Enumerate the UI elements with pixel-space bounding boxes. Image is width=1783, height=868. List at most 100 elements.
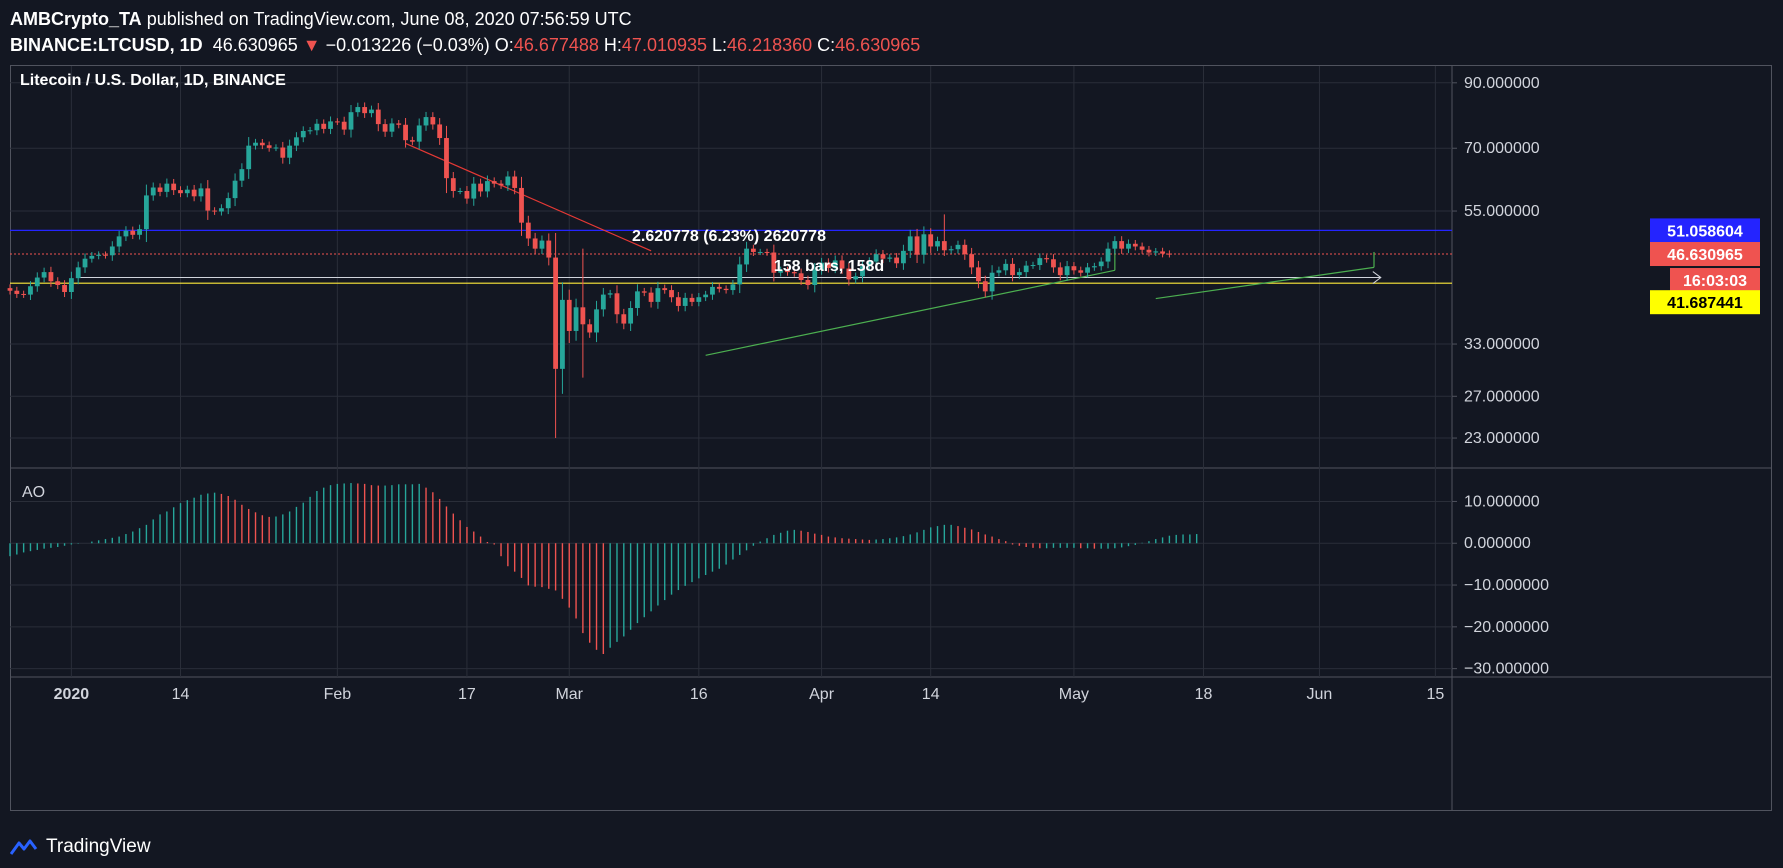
candles [7, 102, 1172, 439]
candle-body-97 [669, 290, 674, 298]
price-tick-label: 70.000000 [1464, 140, 1540, 157]
price-tick-label: 33.000000 [1464, 336, 1540, 353]
candle-body-47 [328, 121, 333, 129]
uptrend-line-1[interactable] [705, 269, 1115, 356]
open-label: O: [494, 35, 514, 55]
candle-body-151 [1037, 258, 1043, 266]
candle-body-40 [280, 147, 286, 158]
candle-body-26 [184, 189, 190, 194]
badge-resistance: 51.058604 [1650, 218, 1760, 243]
candle-body-88 [607, 293, 613, 295]
price-tick-label: 55.000000 [1464, 203, 1540, 220]
candle-body-141 [969, 254, 975, 268]
candle-body-11 [82, 258, 88, 268]
candle-body-73 [505, 176, 511, 186]
candle-body-68 [471, 183, 477, 199]
candle-body-51 [355, 107, 361, 113]
candle-body-19 [137, 229, 142, 235]
candle-body-31 [219, 208, 224, 212]
candle-body-3 [28, 286, 33, 295]
candle-body-52 [362, 107, 368, 114]
candle-body-98 [675, 297, 681, 306]
candle-body-133 [914, 236, 920, 255]
candle-body-30 [212, 210, 217, 212]
candle-body-129 [887, 257, 893, 259]
candle-body-92 [635, 291, 640, 308]
chart-header: AMBCrypto_TA published on TradingView.co… [10, 6, 920, 58]
candle-body-153 [1051, 259, 1056, 268]
candle-body-158 [1085, 267, 1090, 273]
candle-body-28 [198, 188, 204, 197]
candle-body-148 [1016, 272, 1022, 276]
candle-body-15 [109, 246, 115, 256]
candle-body-157 [1078, 270, 1084, 273]
candle-body-105 [723, 288, 729, 291]
candle-body-55 [382, 124, 388, 132]
candle-body-143 [982, 281, 988, 292]
candle-body-0 [7, 288, 13, 291]
candle-body-121 [832, 260, 838, 268]
candle-body-22 [157, 187, 163, 192]
candle-body-14 [103, 254, 108, 256]
candle-body-137 [941, 241, 947, 251]
uptrend-line-2[interactable] [1155, 266, 1375, 300]
pane-title: Litecoin / U.S. Dollar, 1D, BINANCE [20, 72, 286, 89]
candle-body-124 [853, 276, 859, 280]
candle-body-87 [600, 294, 606, 310]
candle-body-76 [525, 222, 531, 239]
badge-support-value: 41.687441 [1667, 295, 1743, 312]
candle-body-58 [403, 124, 408, 141]
candle-body-53 [369, 109, 374, 114]
badge-resistance-value: 51.058604 [1667, 223, 1743, 240]
low-label: L: [712, 35, 728, 55]
candle-body-37 [259, 142, 265, 146]
candle-body-70 [485, 181, 490, 192]
candle-body-1 [14, 290, 20, 294]
candle-body-152 [1044, 258, 1050, 260]
tradingview-brand[interactable]: TradingView [10, 836, 151, 858]
candle-body-139 [955, 244, 961, 250]
candle-body-169 [1160, 251, 1165, 254]
axes: 90.000000 70.000000 55.000000 33.000000 27.0… [54, 75, 1549, 703]
close-label: C: [817, 35, 836, 55]
price-tick-label: 90.000000 [1464, 75, 1540, 92]
candle-body-79 [546, 240, 552, 258]
candle-body-122 [839, 260, 845, 269]
time-tick-label: 15 [1426, 686, 1444, 703]
candle-body-4 [34, 277, 40, 287]
candle-body-136 [935, 241, 940, 247]
candle-body-146 [1003, 263, 1009, 271]
candle-body-126 [866, 261, 872, 267]
candle-body-100 [689, 297, 695, 302]
candle-body-166 [1139, 246, 1145, 250]
candle-body-36 [253, 142, 258, 146]
candle-body-125 [860, 266, 865, 277]
candle-body-80 [553, 257, 558, 369]
candle-body-34 [239, 169, 245, 181]
brand-label: TradingView [46, 836, 151, 857]
candle-body-56 [389, 123, 395, 132]
candle-body-163 [1119, 241, 1125, 249]
ao-tick-label: −20.000000 [1464, 619, 1549, 636]
candle-body-24 [171, 183, 177, 191]
candle-body-114 [785, 270, 790, 273]
candle-body-161 [1105, 248, 1111, 262]
candle-body-134 [921, 234, 927, 255]
time-tick-label: 16 [690, 686, 708, 703]
time-tick-label: 14 [172, 686, 190, 703]
candle-body-86 [594, 309, 599, 333]
candle-body-85 [587, 324, 593, 333]
author-name[interactable]: AMBCrypto_TA [10, 9, 142, 29]
last-price: 46.630965 [212, 35, 298, 55]
candle-body-78 [539, 240, 545, 249]
candle-body-96 [662, 288, 668, 291]
ao-tick-label: −30.000000 [1464, 661, 1549, 678]
candle-body-23 [164, 183, 170, 192]
candle-body-66 [457, 190, 463, 192]
badge-last-price: 46.630965 16:03:03 [1650, 242, 1760, 293]
ao-tick-label: −10.000000 [1464, 577, 1549, 594]
price-tick-label: 27.000000 [1464, 388, 1540, 405]
candle-body-144 [989, 272, 995, 292]
candle-body-72 [498, 183, 504, 186]
